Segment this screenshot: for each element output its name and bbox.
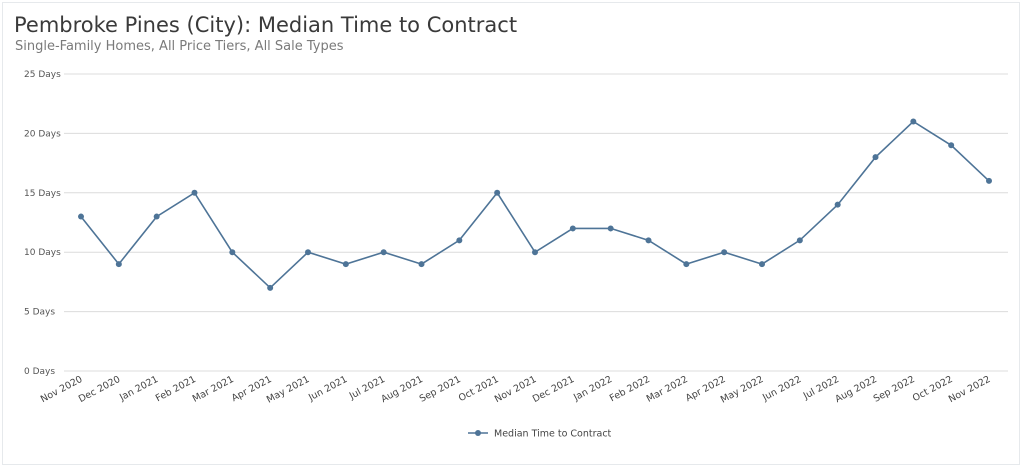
data-point[interactable] [607, 225, 614, 232]
x-tick-label: Jun 2022 [760, 374, 803, 404]
x-tick-label: Sep 2022 [872, 374, 917, 405]
data-point[interactable] [267, 284, 274, 291]
data-point[interactable] [986, 177, 992, 184]
x-tick-label: May 2022 [719, 374, 766, 406]
x-tick-label: Nov 2020 [39, 374, 85, 405]
data-point[interactable] [456, 237, 463, 244]
data-point[interactable] [191, 189, 198, 196]
x-tick-label: Jan 2021 [117, 374, 160, 404]
x-tick-label: Jan 2022 [571, 374, 614, 404]
data-point[interactable] [532, 249, 538, 256]
y-axis-ticks: 0 Days 5 Days 10 Days 15 Days 20 Days 25 Days [24, 70, 61, 377]
data-point[interactable] [948, 142, 955, 149]
data-point[interactable] [342, 261, 349, 268]
legend-label[interactable]: Median Time to Contract [494, 429, 612, 440]
data-point[interactable] [910, 118, 917, 125]
x-tick-label: May 2021 [265, 374, 312, 406]
data-point[interactable] [380, 249, 387, 256]
series-line [80, 120, 990, 289]
data-point[interactable] [494, 189, 501, 196]
y-tick-label: 10 Days [24, 248, 61, 258]
y-tick-label: 25 Days [24, 70, 61, 80]
grid-lines [64, 73, 1008, 372]
legend-dot-swatch [475, 430, 481, 436]
x-tick-label: Nov 2021 [493, 374, 539, 405]
x-tick-label: Dec 2020 [77, 374, 122, 405]
chart-title: Pembroke Pines (City): Median Time to Co… [14, 13, 518, 37]
data-point[interactable] [834, 201, 841, 208]
x-tick-label: Jun 2021 [306, 374, 349, 404]
data-point[interactable] [569, 225, 576, 232]
x-tick-label: Feb 2022 [608, 374, 652, 404]
legend[interactable]: Median Time to Contract [468, 429, 612, 440]
x-tick-label: Aug 2021 [379, 374, 425, 405]
y-tick-label: 15 Days [24, 189, 61, 199]
data-point[interactable] [645, 237, 652, 244]
data-point[interactable] [796, 237, 803, 244]
series-median-time-to-contract [78, 118, 992, 291]
x-tick-label: Feb 2021 [154, 374, 198, 404]
data-point[interactable] [153, 213, 160, 220]
y-tick-label: 20 Days [24, 129, 61, 139]
y-tick-label: 5 Days [24, 308, 55, 318]
x-tick-label: Aug 2022 [833, 374, 879, 405]
x-tick-label: Mar 2022 [645, 374, 690, 405]
data-point[interactable] [683, 261, 690, 268]
x-tick-label: Mar 2021 [191, 374, 236, 405]
data-point[interactable] [872, 154, 879, 161]
y-tick-label: 0 Days [24, 367, 55, 377]
data-point[interactable] [78, 213, 84, 220]
x-tick-label: Nov 2022 [947, 374, 993, 405]
x-tick-label: Dec 2021 [531, 374, 576, 405]
chart-subtitle: Single-Family Homes, All Price Tiers, Al… [15, 39, 344, 54]
x-tick-label: Sep 2021 [418, 374, 463, 405]
data-point[interactable] [418, 261, 425, 268]
data-point[interactable] [115, 261, 122, 268]
data-point[interactable] [759, 261, 765, 268]
data-point[interactable] [721, 249, 728, 256]
data-point[interactable] [229, 249, 236, 256]
data-point[interactable] [305, 249, 311, 256]
